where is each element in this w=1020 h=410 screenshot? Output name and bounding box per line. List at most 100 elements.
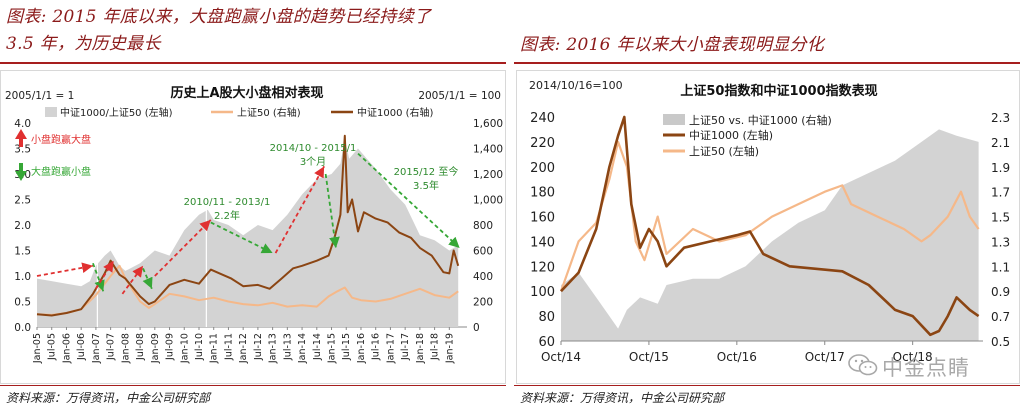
right-title-rule (514, 62, 1020, 64)
watermark: 中金点睛 (848, 350, 998, 380)
left-y-tick-right: 1,600 (473, 118, 503, 130)
right-y-tick-right: 0.5 (991, 335, 1010, 349)
left-y-tick-right: 1,000 (473, 195, 503, 207)
left-y-tick-left: 0.0 (14, 322, 31, 334)
right-y-tick-right: 2.1 (991, 136, 1010, 150)
right-y-tick-right: 1.7 (991, 186, 1010, 200)
left-x-tick-label: Jan-15 (327, 333, 338, 364)
left-trend-arrows (36, 152, 461, 295)
left-x-tick-label: Jul-08 (135, 333, 146, 361)
left-footer-rule (0, 385, 506, 386)
left-x-tick-label: Jul-12 (253, 333, 264, 361)
series-ratio-area (37, 138, 459, 327)
left-x-tick-label: Jan-13 (268, 333, 279, 364)
left-title-rule (0, 62, 506, 64)
left-x-tick-label: Jul-17 (400, 333, 411, 361)
trend-arrow-red (95, 260, 115, 290)
left-base-note-right: 2005/1/1 = 100 (418, 90, 501, 102)
annotation-period-2014: 2014/10 - 2015/1 (270, 143, 357, 154)
up-arrow-icon (15, 129, 27, 147)
annotation-duration-2010: 2.2年 (214, 209, 240, 222)
series-csi1000-line-right (560, 115, 980, 337)
right-y-tick-right: 1.9 (991, 161, 1010, 175)
left-y-axis-left: 4.03.53.02.52.01.51.00.50.0 (14, 118, 31, 334)
left-chart-title: 历史上A股大小盘相对表现 (170, 85, 323, 101)
left-x-tick-label: Jan-05 (32, 333, 43, 364)
right-x-tick-label: Oct/16 (717, 350, 757, 364)
left-section-title-line2: 3.5 年，为历史最长 (6, 34, 161, 54)
right-source-note: 资料来源：万得资讯，中金公司研究部 (520, 391, 725, 405)
left-y-tick-right: 400 (473, 271, 493, 283)
series-sz50-line (36, 264, 459, 316)
right-ratio-area (561, 129, 979, 341)
trend-arrow-green (210, 221, 274, 254)
right-y-tick-left: 160 (530, 211, 555, 226)
legend-label-ratio-right: 上证50 vs. 中证1000 (右轴) (689, 113, 832, 127)
left-x-tick-label: Jan-14 (297, 333, 308, 364)
left-y-tick-left: 0.5 (14, 297, 31, 309)
trend-arrow-red (154, 219, 212, 277)
left-y-tick-left: 1.0 (14, 271, 31, 283)
left-x-tick-label: Jan-06 (61, 333, 72, 364)
down-arrow-icon (15, 163, 27, 181)
trend-arrow-red (121, 265, 144, 295)
legend-swatch-ratio (45, 107, 57, 117)
right-x-tick-label: Oct/14 (541, 350, 581, 364)
right-y-tick-left: 100 (530, 285, 555, 300)
left-x-tick-label: Jul-15 (341, 333, 352, 361)
right-chart-frame: 2014/10/16=100 上证50指数和中证1000指数表现 240 220 2… (516, 70, 1020, 384)
right-y-tick-left: 80 (538, 310, 555, 325)
left-y-axis-right: 1,600 1,400 1,200 1,000 800 600 400 200 0 (473, 118, 503, 334)
annotation-duration-2014: 3个月 (300, 156, 326, 168)
watermark-text: 中金点睛 (882, 356, 970, 380)
trend-arrow-green (324, 173, 340, 249)
right-panel: 图表: 2016 年以来大小盘表现明显分化 2014/10/16=100 上证5… (514, 0, 1020, 410)
annotation-large-outperform: 大盘跑赢小盘 (31, 165, 91, 178)
left-x-tick-label: Jul-11 (223, 333, 234, 361)
right-y-tick-right: 1.1 (991, 260, 1010, 274)
left-x-tick-label: Jan-09 (150, 333, 161, 364)
right-section-title: 图表: 2016 年以来大小盘表现明显分化 (520, 35, 825, 55)
right-y-tick-right: 0.7 (991, 310, 1010, 324)
right-y-tick-right: 2.3 (991, 111, 1010, 125)
left-x-tick-label: Jul-13 (282, 333, 293, 361)
annotation-small-outperform: 小盘跑赢大盘 (31, 133, 91, 146)
right-x-tick-label: Oct/17 (805, 350, 845, 364)
left-base-note-left: 2005/1/1 = 1 (5, 90, 74, 102)
right-base-note: 2014/10/16=100 (529, 79, 623, 92)
left-x-tick-label: Jan-10 (179, 333, 190, 364)
left-legend: 中证1000/上证50 (左轴) 上证50 (右轴) 中证1000 (右轴) (45, 106, 434, 119)
left-x-tick-label: Jan-18 (415, 333, 426, 364)
left-x-tick-label: Jul-18 (430, 333, 441, 361)
annotation-duration-2015: 3.5年 (413, 179, 439, 192)
trend-arrow-red (36, 262, 94, 277)
legend-label-csi1000-right: 中证1000 (左轴) (689, 128, 773, 142)
left-x-axis: Jan-05 Jul-05 Jan-06 Jul-06 Jan-07 Jul-07 Jan-… (32, 327, 455, 364)
left-y-tick-left: 1.5 (14, 246, 31, 258)
left-x-tick-label: Jul-06 (76, 333, 87, 361)
left-y-tick-right: 1,400 (473, 144, 503, 156)
right-chart: 2014/10/16=100 上证50指数和中证1000指数表现 2402202… (529, 79, 1010, 364)
annotation-period-2010: 2010/11 - 2013/1 (184, 197, 271, 208)
left-x-tick-label: Jul-09 (165, 333, 176, 361)
left-y-tick-right: 800 (473, 220, 493, 232)
left-panel: 图表: 2015 年底以来，大盘跑赢小盘的趋势已经持续了 3.5 年，为历史最长… (0, 0, 506, 410)
left-y-tick-left: 3.5 (14, 144, 31, 156)
left-x-tick-label: Jul-10 (194, 333, 205, 361)
right-footer-rule (514, 385, 1020, 386)
left-y-tick-right: 0 (473, 322, 480, 334)
annotation-period-2015: 2015/12 至今 (394, 165, 459, 178)
left-y-tick-right: 600 (473, 246, 493, 258)
right-x-axis: Oct/14 Oct/15 Oct/16 Oct/17 Oct/18 (541, 341, 933, 364)
right-x-tick-label: Oct/18 (893, 350, 933, 364)
legend-label-sz50-right: 上证50 (左轴) (689, 144, 759, 158)
right-y-tick-right: 1.3 (991, 235, 1010, 249)
legend-label-ratio: 中证1000/上证50 (左轴) (60, 106, 173, 119)
series-sz50-line-right (559, 140, 980, 292)
left-x-tick-label: Jan-17 (385, 333, 396, 364)
right-x-tick-label: Oct/15 (629, 350, 669, 364)
right-y-tick-left: 120 (530, 260, 555, 275)
left-y-tick-left: 2.5 (14, 195, 31, 207)
right-y-tick-left: 200 (530, 161, 555, 176)
